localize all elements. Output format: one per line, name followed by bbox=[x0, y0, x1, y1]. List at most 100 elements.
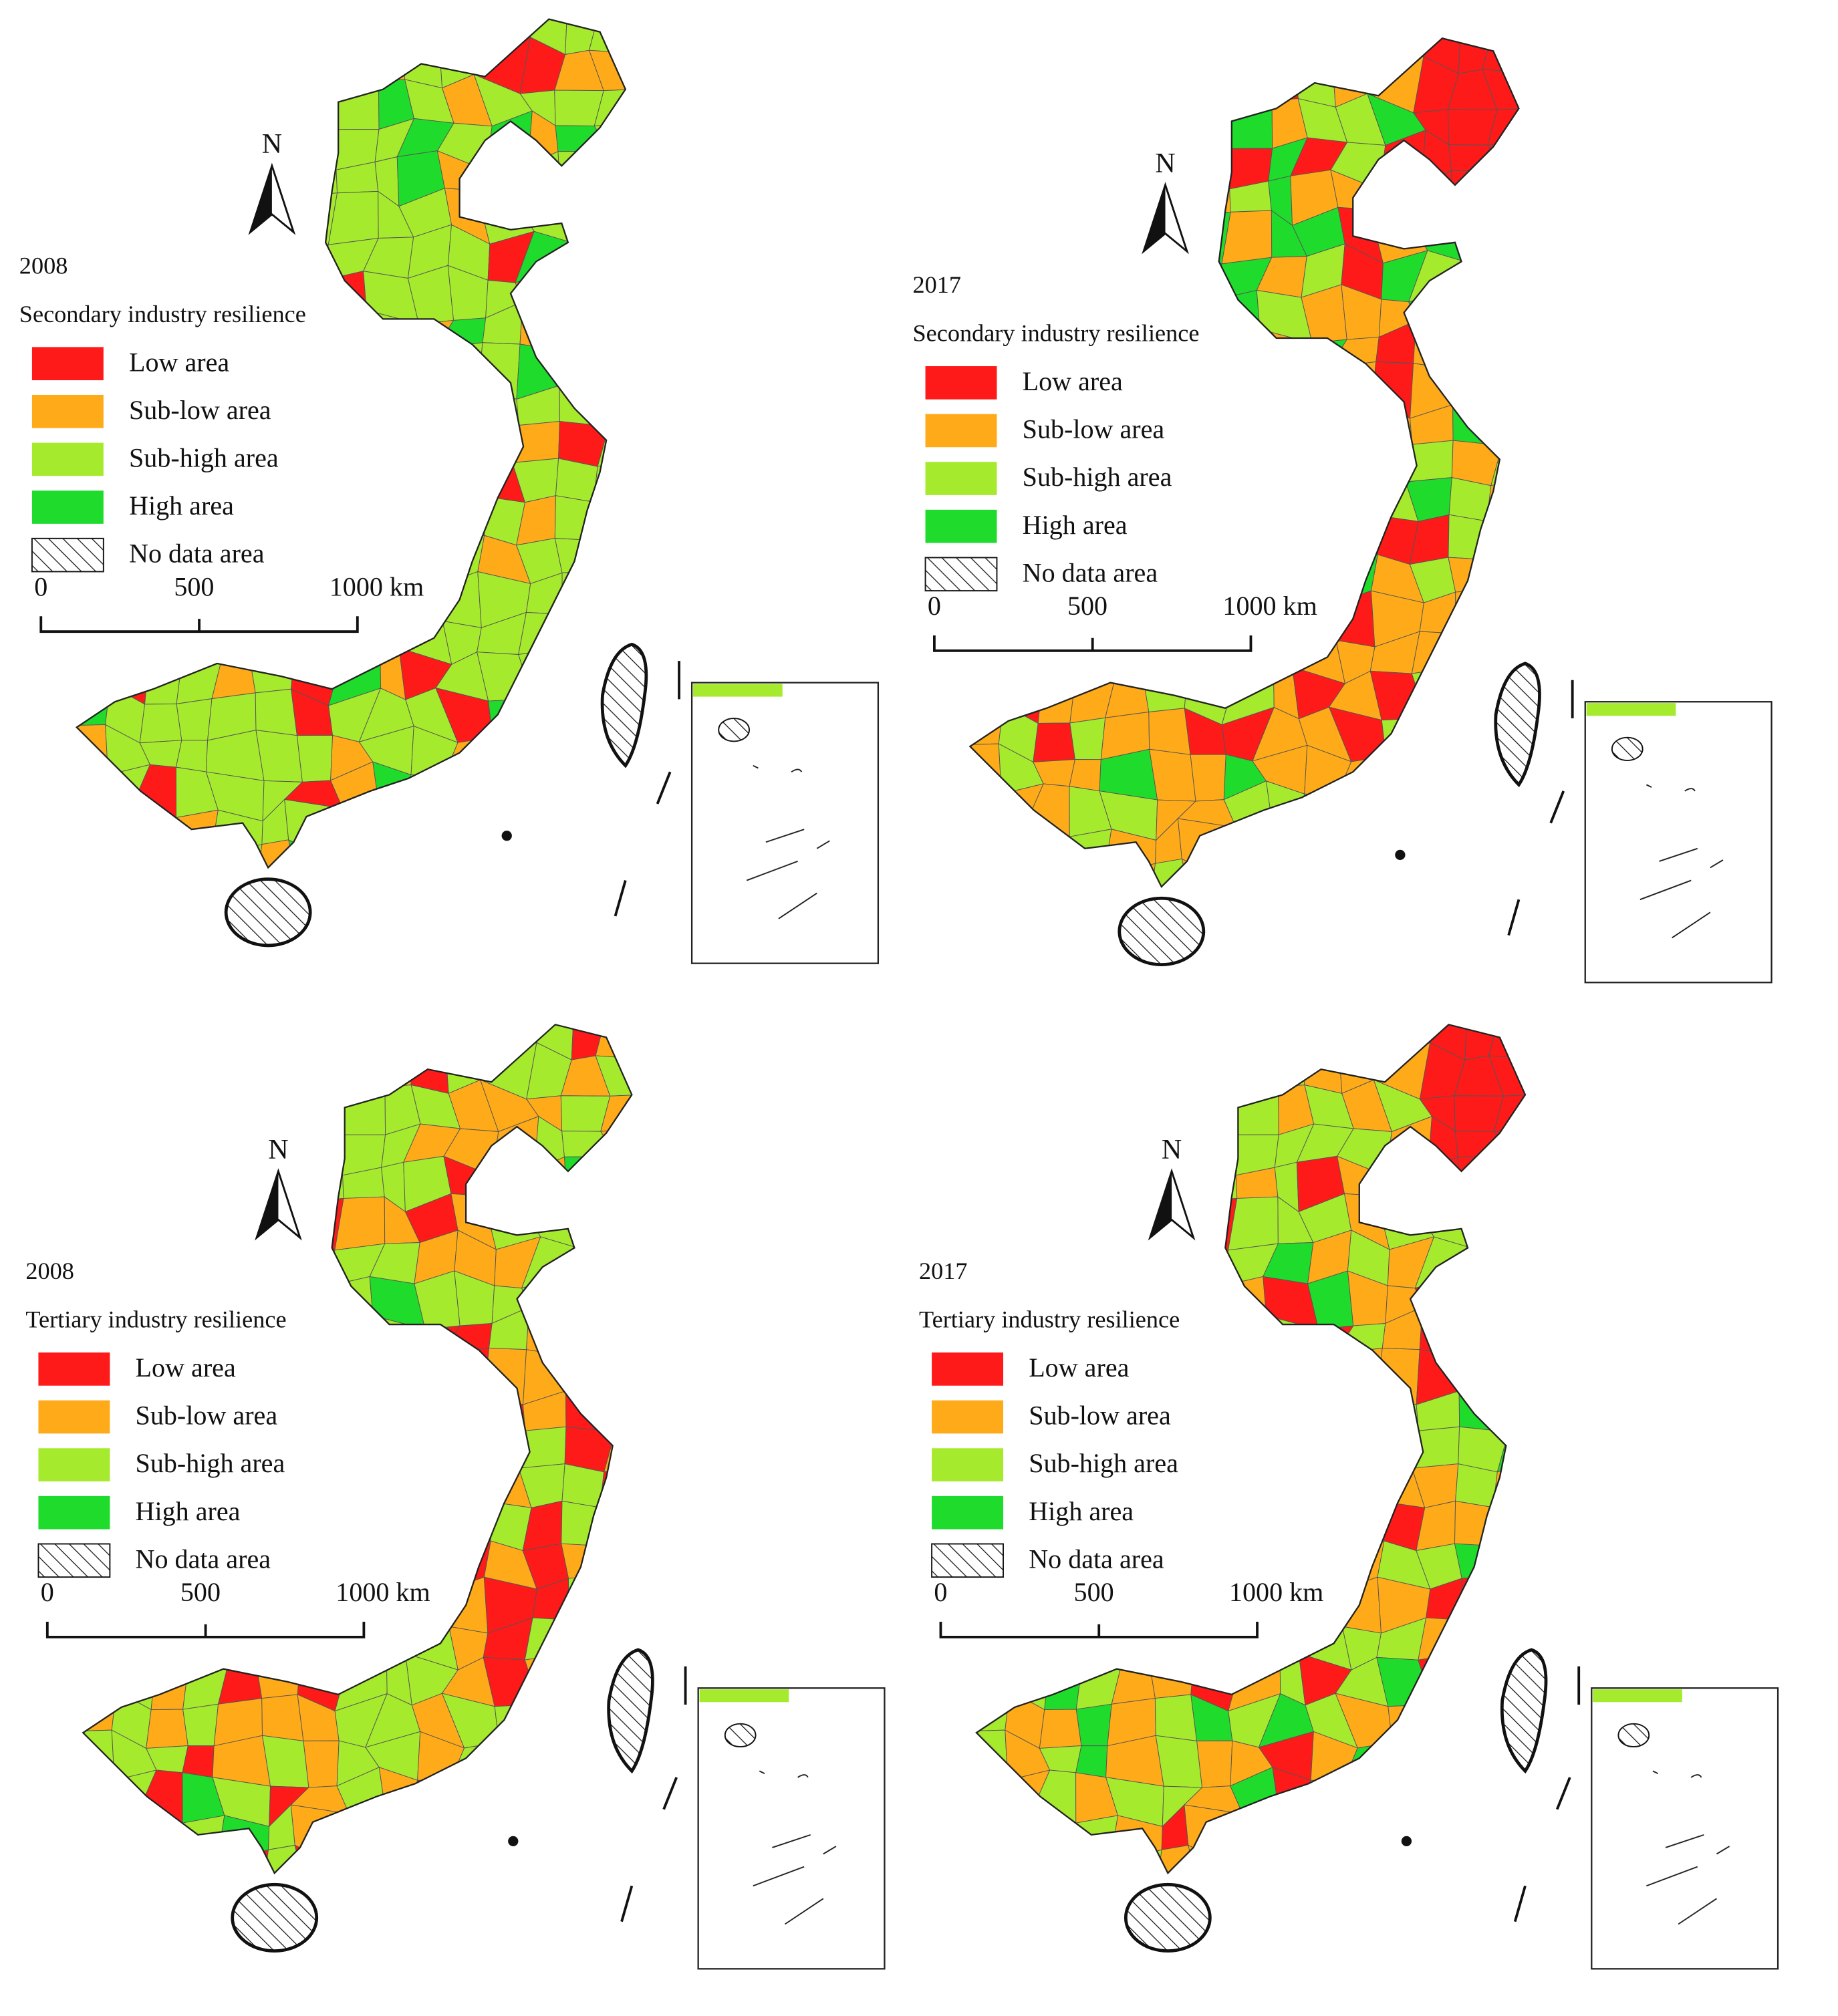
region bbox=[168, 39, 229, 88]
region bbox=[83, 1024, 108, 1053]
region bbox=[139, 1132, 189, 1157]
region bbox=[385, 1346, 425, 1405]
region bbox=[640, 3, 684, 54]
region bbox=[1411, 631, 1456, 674]
region bbox=[1220, 360, 1273, 418]
region bbox=[1079, 1024, 1124, 1056]
region bbox=[1299, 1389, 1351, 1425]
region bbox=[306, 1424, 342, 1480]
region bbox=[92, 806, 144, 855]
region bbox=[142, 1205, 184, 1241]
region bbox=[612, 1389, 632, 1436]
legend-swatch bbox=[932, 1495, 1004, 1530]
region bbox=[628, 53, 684, 90]
region bbox=[1375, 1170, 1429, 1202]
region bbox=[1460, 855, 1499, 887]
region bbox=[970, 38, 995, 67]
taiwan bbox=[600, 642, 648, 768]
region bbox=[1119, 1024, 1166, 1046]
region bbox=[98, 1812, 150, 1861]
region bbox=[436, 812, 482, 859]
region bbox=[970, 825, 999, 875]
region bbox=[1142, 53, 1185, 105]
region bbox=[1334, 408, 1389, 448]
region bbox=[976, 1778, 1009, 1819]
region bbox=[136, 837, 188, 868]
region bbox=[406, 1389, 458, 1425]
region bbox=[1541, 1461, 1575, 1518]
region bbox=[594, 316, 626, 356]
island-line bbox=[656, 771, 672, 805]
region bbox=[444, 496, 485, 545]
scale-label: 500 bbox=[1074, 1577, 1114, 1607]
region bbox=[970, 588, 989, 643]
region bbox=[563, 1156, 616, 1214]
legend-swatch bbox=[38, 1400, 110, 1434]
legend-label: Sub-low area bbox=[129, 395, 271, 425]
region bbox=[244, 493, 297, 545]
inset-island bbox=[1611, 736, 1644, 762]
region bbox=[491, 736, 523, 774]
region bbox=[1412, 1777, 1456, 1814]
region bbox=[1182, 1358, 1232, 1402]
region bbox=[219, 19, 266, 41]
region bbox=[209, 616, 263, 660]
region bbox=[216, 1575, 269, 1635]
region bbox=[1295, 38, 1334, 75]
region bbox=[148, 617, 183, 664]
region bbox=[1488, 1024, 1526, 1060]
region bbox=[557, 150, 610, 208]
region bbox=[600, 1127, 632, 1177]
region bbox=[105, 885, 136, 925]
region bbox=[143, 1038, 188, 1093]
region bbox=[1156, 1076, 1203, 1135]
region bbox=[1186, 474, 1236, 532]
region bbox=[647, 1461, 682, 1518]
region bbox=[557, 1730, 611, 1779]
region bbox=[333, 1346, 386, 1405]
region bbox=[1193, 438, 1228, 494]
region bbox=[1536, 1276, 1585, 1327]
legend-label: Low area bbox=[1023, 366, 1123, 396]
region bbox=[76, 569, 96, 623]
region bbox=[1227, 61, 1273, 102]
region bbox=[1522, 905, 1570, 951]
region bbox=[1523, 186, 1568, 223]
region bbox=[378, 341, 419, 399]
region bbox=[1177, 818, 1237, 876]
region bbox=[1539, 525, 1574, 552]
region bbox=[1119, 1039, 1166, 1092]
region bbox=[998, 903, 1029, 944]
region bbox=[563, 1311, 604, 1356]
island bbox=[508, 1836, 519, 1847]
region bbox=[1224, 1515, 1275, 1550]
region bbox=[553, 692, 604, 730]
region bbox=[175, 809, 219, 859]
region bbox=[600, 1507, 632, 1547]
region bbox=[1069, 717, 1106, 760]
region bbox=[1380, 1778, 1429, 1821]
region bbox=[497, 1742, 530, 1779]
region bbox=[406, 1842, 455, 1874]
region bbox=[1278, 1346, 1319, 1405]
region bbox=[295, 533, 330, 576]
region bbox=[1224, 329, 1273, 373]
region bbox=[1337, 862, 1374, 887]
region bbox=[101, 1081, 144, 1133]
region bbox=[132, 126, 183, 152]
region bbox=[255, 1621, 309, 1663]
region bbox=[633, 386, 678, 430]
legend-label: High area bbox=[136, 1496, 241, 1526]
region bbox=[177, 628, 223, 660]
region bbox=[441, 1347, 490, 1397]
region bbox=[970, 53, 999, 96]
region bbox=[446, 1394, 501, 1435]
region bbox=[399, 384, 452, 420]
region bbox=[282, 19, 337, 51]
region bbox=[290, 71, 341, 130]
region bbox=[976, 1617, 1007, 1672]
region bbox=[1337, 911, 1374, 944]
region bbox=[554, 537, 595, 573]
region bbox=[446, 1473, 490, 1509]
region bbox=[284, 799, 344, 857]
